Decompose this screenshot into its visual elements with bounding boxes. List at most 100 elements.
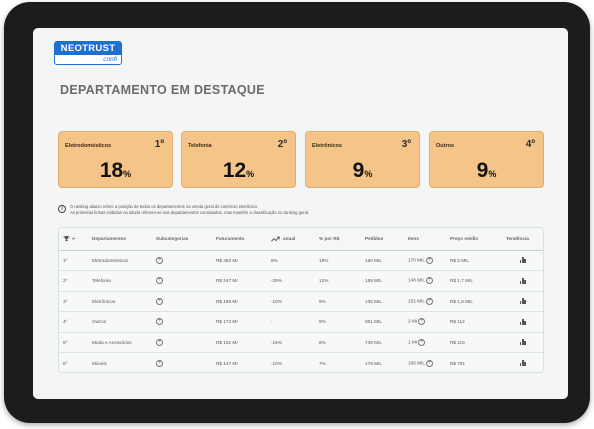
card-rank: 4º (525, 139, 535, 150)
plus-circle-icon[interactable]: + (426, 277, 434, 285)
row-itens: 185 MIL + (404, 353, 446, 373)
ranking-card: Telefonia 2º 12% (181, 131, 296, 188)
bar-chart-icon[interactable] (520, 257, 526, 264)
info-icon: i (58, 205, 66, 213)
ranking-card: Outros 4º 9% (429, 131, 544, 188)
row-faturamento: R$ 162 MI (212, 332, 267, 353)
chevron-down-icon (72, 237, 76, 240)
table-row: 2º Telefonia + R$ 247 MI -29% 12% 155 MIL 148 M… (59, 270, 543, 292)
logo-sub: confi (55, 55, 121, 64)
row-faturamento: R$ 353 MI (212, 250, 267, 271)
card-share: 9% (430, 159, 543, 183)
card-share-unit: % (488, 169, 497, 179)
col-subcategorias-header[interactable]: Subcategorias (152, 228, 212, 251)
trend-up-icon (271, 236, 280, 242)
row-subcategorias: + (152, 353, 212, 373)
row-faturamento: R$ 147 MI (216, 360, 238, 366)
plus-circle-icon[interactable]: + (156, 338, 163, 346)
row-department: Eletrodomésticos (88, 250, 152, 271)
row-por-rs: 12% (315, 270, 361, 292)
col-por-rs-header[interactable]: % por R$ (315, 228, 361, 251)
col-preco-medio-header[interactable]: Preço médio (446, 228, 502, 251)
neotrust-logo: NEOTRUST confi (54, 41, 122, 65)
col-faturamento-header[interactable]: Faturamento (212, 228, 267, 251)
row-itens: 2 MI + (404, 311, 446, 333)
row-subcategorias: + (152, 291, 212, 312)
row-department: Telefonia (88, 270, 152, 292)
row-rank: 1º (59, 250, 88, 271)
row-anual: - (267, 311, 315, 333)
row-rank: 2º (59, 270, 88, 292)
table-row: 4º Outros + R$ 172 MI -9% 861 MIL 2 MI + R$ 112 (59, 311, 543, 333)
col-pedidos-header[interactable]: Pedidos (361, 228, 404, 251)
ranking-table: Departamentos Subcategorias Faturamento … (58, 227, 544, 373)
plus-circle-icon[interactable]: + (156, 318, 163, 326)
row-anual: -29% (267, 270, 315, 292)
page-title: DEPARTAMENTO EM DESTAQUE (60, 83, 265, 97)
plus-circle-icon[interactable]: + (426, 359, 434, 367)
row-por-rs: 18% (315, 250, 361, 271)
table-row: 1º Eletrodomésticos + R$ 353 MI 8% 18% 190 MIL… (59, 250, 543, 271)
row-itens: 170 MIL + (404, 250, 446, 271)
col-itens-header[interactable]: Itens (404, 228, 446, 251)
plus-circle-icon[interactable]: + (156, 256, 163, 264)
card-share-unit: % (364, 169, 373, 179)
row-faturamento: R$ 172 MI (212, 311, 267, 333)
row-anual: -16% (267, 332, 315, 353)
card-rank: 1º (154, 139, 164, 150)
row-itens: 152 MIL + (404, 291, 446, 312)
row-department: Móveis (92, 360, 107, 366)
plus-circle-icon[interactable]: + (426, 256, 434, 264)
row-itens-value: 1 MI (408, 339, 418, 345)
row-tendencia (502, 250, 543, 271)
row-itens-value: 152 MIL (408, 298, 425, 304)
row-preco-medio: R$ 119 (446, 332, 502, 353)
row-pedidos: 739 MIL (361, 332, 404, 353)
col-rank-header[interactable] (59, 228, 88, 251)
plus-circle-icon[interactable]: + (418, 318, 426, 326)
bar-chart-icon[interactable] (520, 298, 526, 305)
table-header-row: Departamentos Subcategorias Faturamento … (59, 228, 543, 251)
row-tendencia (502, 270, 543, 292)
row-department: Outros (88, 311, 152, 333)
row-subcategorias: + (152, 270, 212, 292)
bar-chart-icon[interactable] (520, 360, 526, 366)
row-rank: 4º (59, 311, 88, 333)
plus-circle-icon[interactable]: + (156, 359, 163, 367)
card-share-unit: % (123, 169, 132, 179)
plus-circle-icon[interactable]: + (418, 338, 426, 346)
bar-chart-icon[interactable] (520, 339, 526, 346)
col-departamentos-header[interactable]: Departamentos (88, 228, 152, 251)
card-share-number: 9 (476, 159, 489, 182)
col-tendencia-header[interactable]: Tendência (502, 228, 543, 251)
row-anual: -10% (267, 291, 315, 312)
row-tendencia (502, 311, 543, 333)
trophy-icon (63, 236, 70, 242)
card-share: 9% (306, 159, 419, 183)
plus-circle-icon[interactable]: + (426, 297, 434, 305)
ranking-cards: Eletrodomésticos 1º 18% Telefonia 2º 12%… (58, 131, 544, 188)
row-por-rs: 9% (315, 311, 361, 333)
col-anual-header[interactable]: anual (267, 228, 315, 251)
ranking-card: Eletrônicos 3º 9% (305, 131, 420, 188)
tablet-frame: NEOTRUST confi DEPARTAMENTO EM DESTAQUE … (4, 2, 590, 423)
card-department-name: Outros (436, 143, 455, 149)
table-row: 6º Móveis + R$ 147 MI -10% 7% 179 MIL 185 MIL +… (59, 353, 543, 373)
plus-circle-icon[interactable]: + (156, 297, 163, 305)
plus-circle-icon[interactable]: + (156, 277, 163, 285)
row-pedidos: 190 MIL (361, 250, 404, 271)
row-itens-value: 2 MI (408, 318, 418, 324)
bar-chart-icon[interactable] (520, 318, 526, 325)
logo-brand: NEOTRUST (55, 42, 121, 55)
card-department-name: Eletrônicos (312, 143, 342, 149)
row-preco-medio: R$ 791 (450, 360, 466, 366)
row-tendencia (502, 353, 543, 373)
row-itens: 148 MIL + (404, 270, 446, 292)
table-row: 5º Moda e Acessórios + R$ 162 MI -16% 8% 739 M… (59, 332, 543, 353)
row-preco-medio: R$ 1,7 MIL (446, 270, 502, 292)
row-tendencia (502, 291, 543, 312)
col-anual-label: anual (283, 235, 296, 241)
row-itens: 1 MI + (404, 332, 446, 353)
row-anual: -10% (271, 360, 282, 366)
bar-chart-icon[interactable] (520, 277, 526, 284)
